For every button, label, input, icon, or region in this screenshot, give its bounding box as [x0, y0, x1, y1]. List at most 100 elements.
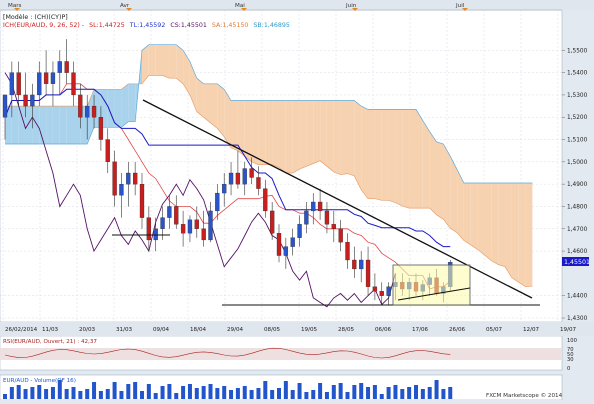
cloud-segment [279, 100, 286, 173]
cloud-segment [436, 141, 444, 220]
cloud-segment [142, 44, 149, 84]
candle-body [153, 228, 158, 241]
candle-body [16, 72, 21, 96]
cloud-segment [203, 83, 211, 123]
volume-bar [126, 384, 131, 399]
volume-bar [92, 382, 97, 399]
volume-bar [277, 388, 281, 399]
cloud-segment [162, 44, 170, 79]
candle-body [180, 224, 186, 234]
cloud-segment [251, 100, 259, 165]
cloud-segment [422, 120, 430, 209]
rsi-tick-label: 70 [567, 347, 574, 353]
candle-body [297, 224, 302, 238]
candle-body [187, 219, 193, 234]
volume-bar [71, 387, 76, 399]
candle-body [256, 177, 261, 189]
volume-bar [153, 393, 158, 399]
month-label: Mai [235, 3, 245, 9]
volume-bar [331, 385, 336, 399]
price-tick-label: 1,5400 [567, 71, 588, 77]
price-tick-label: 1,5500 [567, 48, 588, 54]
volume-bar [338, 383, 343, 399]
horizontal-grid [0, 50, 562, 319]
candle-body [119, 184, 124, 196]
last-price-label: 1,45501 [564, 259, 590, 266]
volume-bar [229, 390, 234, 399]
date-label: 28/05 [338, 327, 355, 333]
volume-bar [146, 384, 151, 399]
volume-bar [16, 385, 21, 399]
kijun-line [4, 88, 451, 248]
date-label: 05/07 [486, 327, 503, 333]
volume-bar [414, 385, 418, 399]
volume-bar [249, 390, 254, 399]
candle-body [112, 161, 117, 196]
volume-bar [235, 388, 240, 399]
cloud-segment [46, 106, 53, 144]
price-tick-label: 1,5000 [567, 160, 588, 166]
watermark: FXCM Marketscope © 2014 [486, 392, 563, 399]
cloud-segment [484, 183, 492, 261]
month-labels: Mars Avr Mai Juin Juil [8, 3, 468, 11]
volume-bar [263, 381, 268, 399]
volume-bar [352, 385, 357, 399]
candle-body [235, 172, 241, 185]
cloud-segment [196, 78, 204, 118]
cloud-segment [52, 106, 60, 144]
candle-body [317, 201, 323, 212]
volume-bar [270, 390, 275, 399]
volume-bar [407, 387, 412, 399]
candle-body [30, 94, 35, 107]
volume-bars [3, 380, 453, 399]
volume-bar [304, 392, 309, 399]
date-label: 12/07 [523, 327, 540, 333]
price-tick-label: 1,4900 [567, 182, 588, 188]
cloud-segment [525, 183, 533, 287]
cloud-segment [409, 109, 416, 209]
volume-bar [187, 384, 192, 399]
cloud-segment [491, 183, 499, 265]
volume-bar [105, 389, 110, 399]
volume-bar [78, 391, 83, 399]
candle-body [50, 72, 56, 84]
rsi-tick-label: 50 [567, 352, 574, 358]
month-label: Mars [8, 3, 22, 9]
candle-body [283, 246, 289, 256]
cloud-segment [511, 183, 519, 283]
tl-value: 1,45592 [139, 22, 165, 29]
instrument-label: [Modèle : (CH)(CY)P] [3, 13, 68, 21]
candle-body [352, 259, 357, 270]
candle-body [139, 184, 145, 218]
date-label: 31/03 [116, 327, 133, 333]
cloud-segment [285, 100, 293, 173]
rsi-label: RSI(EUR/AUD, Ouvert, 21) : 42,37 [3, 339, 97, 345]
price-tick-label: 1,5200 [567, 115, 588, 121]
candle-body [9, 72, 15, 96]
volume-bar [393, 385, 398, 399]
cloud-segment [463, 183, 471, 245]
cloud-segment [416, 109, 423, 209]
candle-body [2, 94, 8, 118]
candle-body [64, 61, 69, 73]
candle-body [98, 117, 104, 140]
volume-bar [181, 386, 186, 399]
candle-body [78, 94, 83, 118]
candle-body [345, 242, 350, 261]
rsi-lines [4, 347, 451, 359]
cloud-segment [505, 183, 512, 278]
candle-body [37, 72, 42, 96]
candle-body [71, 72, 76, 96]
volume-label: EUR/AUD - Volume(OF 16) [3, 378, 76, 384]
cloud-segment [518, 183, 526, 287]
volume-bar [44, 389, 49, 399]
date-label: 19/07 [560, 327, 577, 333]
box-trend-line[interactable] [397, 287, 471, 301]
candle-body [85, 105, 90, 118]
candle-body [304, 210, 309, 225]
volume-bar [57, 380, 62, 399]
date-label: 18/04 [190, 327, 207, 333]
candle-body [290, 237, 295, 247]
